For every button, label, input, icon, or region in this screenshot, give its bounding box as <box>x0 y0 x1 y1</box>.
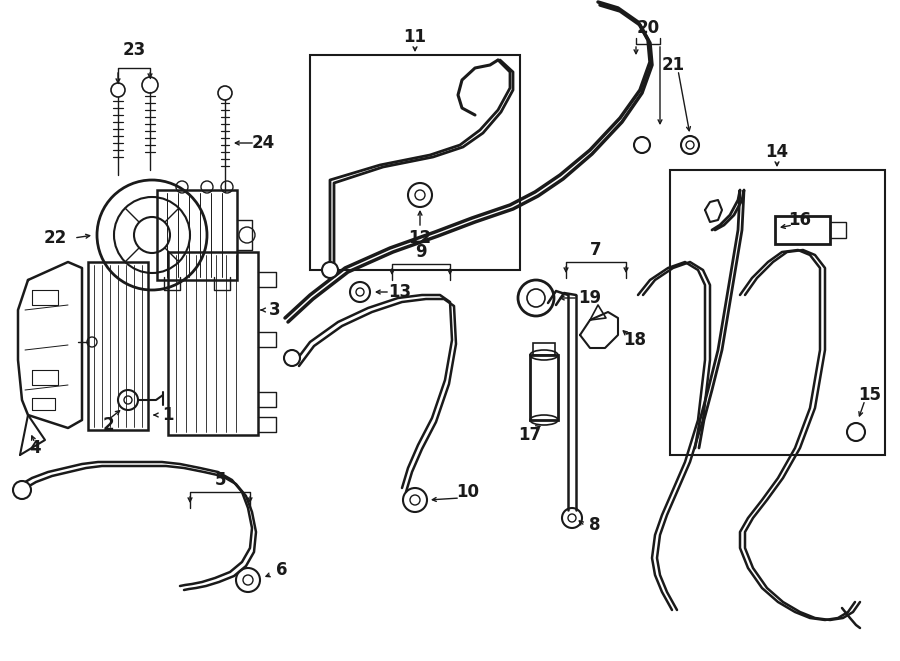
Text: 8: 8 <box>590 516 601 534</box>
Text: 21: 21 <box>662 56 685 74</box>
Text: 10: 10 <box>456 483 480 501</box>
Text: 20: 20 <box>636 19 660 37</box>
Circle shape <box>13 481 31 499</box>
Bar <box>670 170 885 455</box>
Text: 16: 16 <box>788 211 812 229</box>
Text: 7: 7 <box>590 241 602 259</box>
Text: 11: 11 <box>403 28 427 46</box>
Text: 5: 5 <box>214 471 226 489</box>
Circle shape <box>634 137 650 153</box>
Text: 15: 15 <box>859 386 881 404</box>
Bar <box>533 343 555 355</box>
Text: 12: 12 <box>409 229 432 247</box>
Text: 18: 18 <box>624 331 646 349</box>
Text: 19: 19 <box>579 289 601 307</box>
Bar <box>168 252 258 435</box>
Text: 24: 24 <box>251 134 274 152</box>
Bar <box>775 216 830 244</box>
Bar <box>830 222 846 238</box>
Text: 14: 14 <box>765 143 788 161</box>
Bar <box>530 355 558 420</box>
Text: 22: 22 <box>43 229 67 247</box>
Text: 1: 1 <box>162 406 174 424</box>
Text: 6: 6 <box>276 561 288 579</box>
Text: 23: 23 <box>122 41 146 59</box>
Text: 4: 4 <box>29 439 40 457</box>
Text: 13: 13 <box>389 283 411 301</box>
Text: 17: 17 <box>518 426 542 444</box>
Circle shape <box>284 350 300 366</box>
Circle shape <box>322 262 338 278</box>
Bar <box>88 262 148 430</box>
Bar <box>310 55 520 270</box>
Text: 2: 2 <box>103 416 113 434</box>
Bar <box>157 190 237 280</box>
Text: 9: 9 <box>415 243 427 261</box>
Text: 3: 3 <box>269 301 281 319</box>
